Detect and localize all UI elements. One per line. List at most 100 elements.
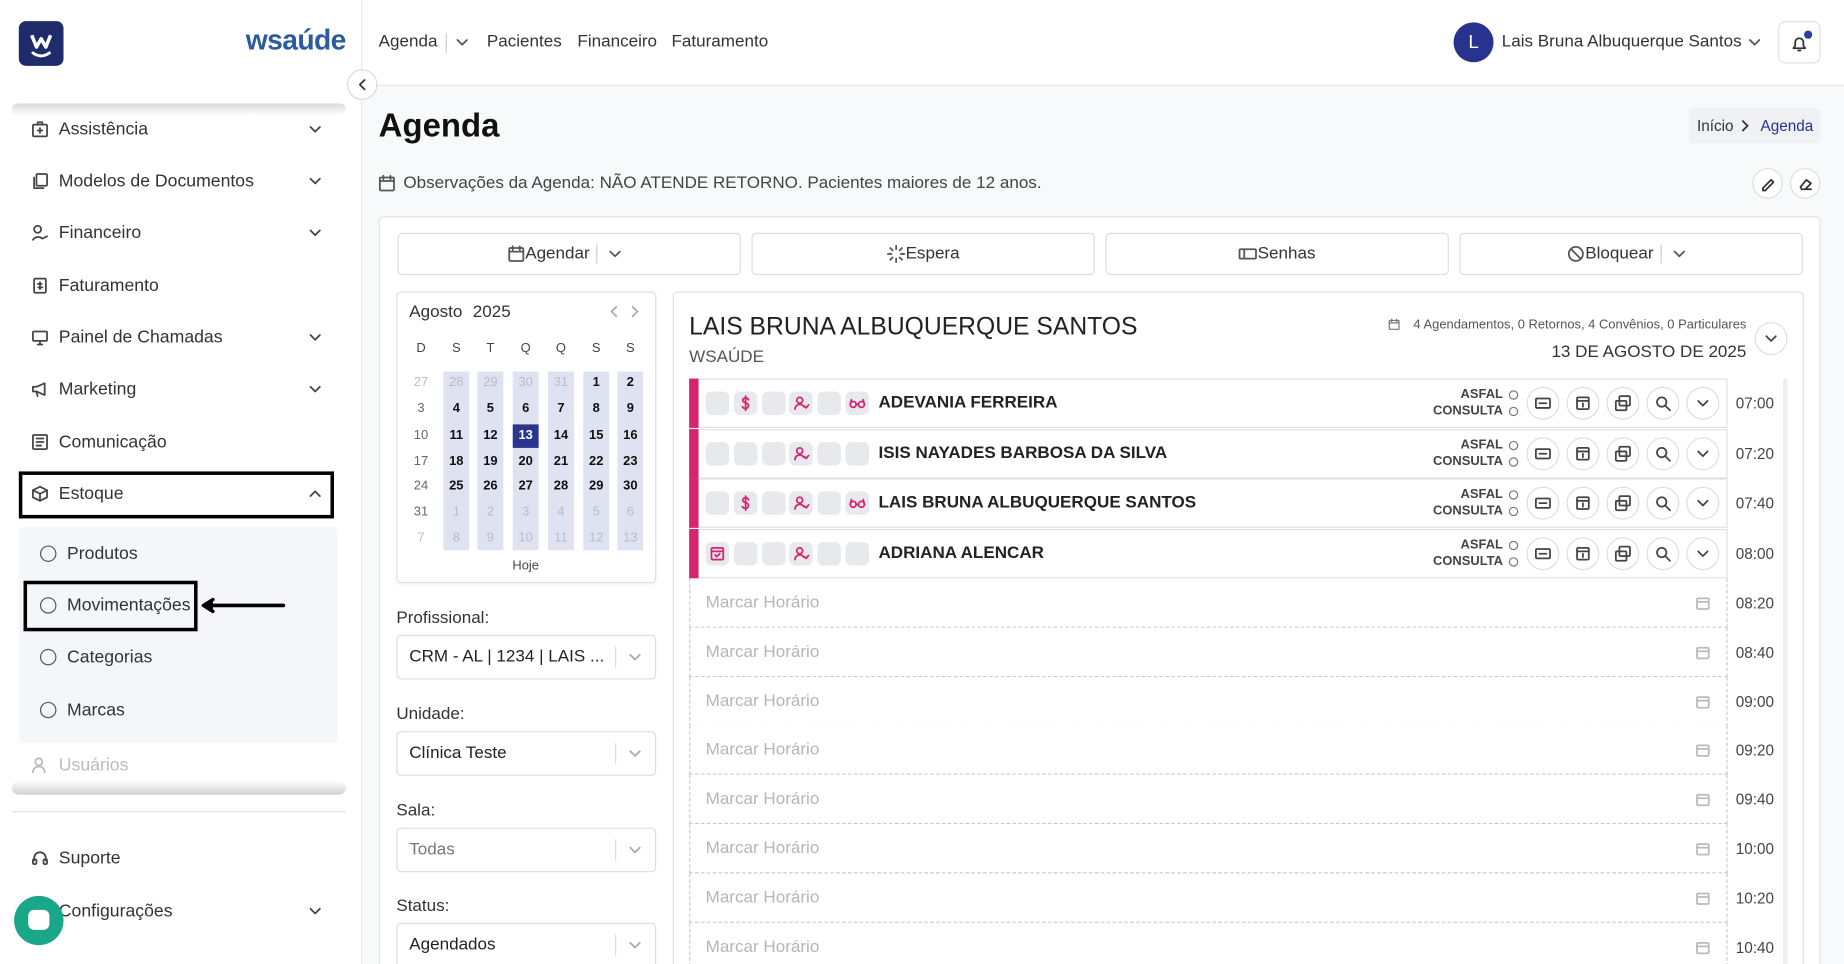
empty-slot[interactable] (689, 676, 1728, 727)
action-button[interactable] (1459, 232, 1803, 276)
calendar-day[interactable]: 7 (557, 401, 565, 416)
calendar-day[interactable]: 25 (449, 479, 464, 494)
row-action[interactable] (1686, 386, 1720, 420)
row-action[interactable] (1646, 486, 1680, 520)
calendar-day[interactable]: 29 (589, 479, 604, 494)
submenu-item[interactable]: Movimentações (67, 595, 191, 616)
nav-link[interactable]: Agenda (378, 32, 438, 52)
select[interactable] (396, 731, 657, 776)
today-button[interactable]: Hoje (512, 559, 539, 574)
collapse-button[interactable] (346, 69, 378, 100)
nav-link[interactable]: Financeiro (577, 32, 658, 52)
patient-name[interactable]: LAIS BRUNA ALBUQUERQUE SANTOS (878, 493, 1197, 513)
calendar-day[interactable]: 27 (518, 479, 533, 494)
calendar-day[interactable]: 11 (554, 530, 568, 545)
calendar-day[interactable]: 6 (626, 504, 634, 520)
row-action[interactable] (1686, 536, 1720, 570)
patient-name[interactable]: ISIS NAYADES BARBOSA DA SILVA (878, 443, 1168, 463)
row-action[interactable] (1606, 536, 1640, 570)
collapse-schedule[interactable] (1754, 322, 1788, 356)
calendar-day[interactable]: 23 (623, 454, 638, 469)
calendar-day[interactable]: 15 (589, 428, 604, 443)
submenu-item[interactable]: Marcas (67, 700, 125, 721)
calendar-day[interactable]: 26 (483, 479, 498, 494)
empty-slot[interactable] (689, 774, 1728, 825)
menu-item[interactable]: Financeiro (58, 222, 142, 243)
calendar-day[interactable]: 7 (417, 530, 425, 545)
calendar-day[interactable]: 17 (413, 454, 429, 469)
submenu-item[interactable]: Produtos (67, 543, 138, 564)
calendar-day[interactable]: 4 (557, 504, 565, 520)
empty-slot[interactable] (689, 578, 1728, 628)
menu-item[interactable]: Faturamento (58, 275, 159, 296)
calendar-day[interactable]: 12 (483, 428, 498, 443)
row-action[interactable] (1646, 386, 1680, 420)
action-button[interactable] (397, 232, 741, 276)
action-button[interactable] (751, 232, 1095, 276)
calendar-day[interactable]: 24 (413, 479, 429, 494)
menu-item[interactable]: Painel de Chamadas (58, 327, 223, 348)
calendar-day[interactable]: 30 (623, 479, 638, 494)
breadcrumb-item[interactable]: Início (1696, 116, 1734, 135)
menu-item[interactable]: Marketing (58, 379, 137, 400)
menu-item[interactable]: Modelos de Documentos (58, 171, 254, 192)
calendar-day[interactable]: 9 (486, 530, 495, 545)
nav-link[interactable]: Pacientes (486, 32, 562, 52)
calendar-day[interactable]: 1 (592, 375, 600, 390)
empty-slot[interactable] (689, 873, 1728, 923)
calendar-day[interactable]: 21 (553, 454, 569, 469)
calendar-day[interactable]: 3 (417, 401, 425, 416)
menu-item[interactable]: Comunicação (58, 432, 167, 453)
calendar-day[interactable]: 5 (486, 401, 495, 416)
submenu-item[interactable]: Categorias (67, 647, 153, 668)
calendar-day[interactable]: 27 (413, 375, 429, 390)
select[interactable] (396, 634, 657, 680)
row-action[interactable] (1606, 436, 1640, 470)
calendar-day[interactable]: 11 (449, 428, 464, 443)
user-name[interactable]: Lais Bruna Albuquerque Santos (1501, 32, 1742, 52)
calendar-day[interactable]: 19 (483, 454, 498, 469)
calendar-day[interactable]: 3 (522, 504, 530, 520)
calendar-day[interactable]: 28 (449, 375, 464, 390)
calendar-day[interactable]: 31 (413, 504, 429, 520)
chat-button[interactable] (14, 895, 64, 946)
notification-button[interactable] (1778, 21, 1821, 64)
calendar-day[interactable]: 29 (483, 375, 498, 390)
menu-item-faded[interactable]: Usuários (58, 755, 129, 776)
calendar-day[interactable]: 10 (413, 428, 429, 443)
calendar-day[interactable]: 10 (518, 530, 533, 545)
calendar-day[interactable]: 30 (518, 375, 533, 390)
calendar-day[interactable]: 13 (623, 530, 638, 545)
row-action[interactable] (1646, 436, 1680, 470)
action-button[interactable] (1105, 232, 1449, 276)
row-action[interactable] (1686, 486, 1720, 520)
menu-item[interactable]: Assistência (58, 119, 149, 140)
calendar-day[interactable]: 8 (592, 401, 600, 416)
calendar-day[interactable]: 6 (522, 401, 530, 416)
clear-button[interactable] (1789, 168, 1821, 199)
calendar-day[interactable]: 2 (626, 375, 634, 390)
calendar-day[interactable]: 16 (623, 428, 638, 443)
row-action[interactable] (1606, 386, 1640, 420)
calendar-day[interactable]: 1 (452, 504, 460, 520)
menu-item[interactable]: Estoque (58, 483, 124, 504)
calendar-day[interactable]: 12 (589, 530, 604, 545)
calendar-day[interactable]: 14 (553, 428, 569, 443)
empty-slot[interactable] (689, 824, 1728, 874)
calendar-day[interactable]: 13 (518, 428, 533, 443)
row-action[interactable] (1526, 436, 1560, 470)
calendar-day[interactable]: 18 (449, 454, 464, 469)
select[interactable] (396, 827, 657, 873)
patient-name[interactable]: ADEVANIA FERREIRA (878, 393, 1058, 413)
calendar-day[interactable]: 8 (452, 530, 460, 545)
calendar-day[interactable]: 28 (553, 479, 569, 494)
row-action[interactable] (1686, 436, 1720, 470)
calendar-day[interactable]: 31 (553, 375, 569, 390)
patient-name[interactable]: ADRIANA ALENCAR (878, 543, 1044, 563)
menu-item[interactable]: Suporte (58, 848, 121, 869)
select[interactable] (396, 922, 657, 964)
calendar-day[interactable]: 20 (518, 454, 533, 469)
empty-slot[interactable] (689, 922, 1728, 964)
menu-item[interactable]: Configurações (58, 901, 173, 922)
row-action[interactable] (1646, 536, 1680, 570)
